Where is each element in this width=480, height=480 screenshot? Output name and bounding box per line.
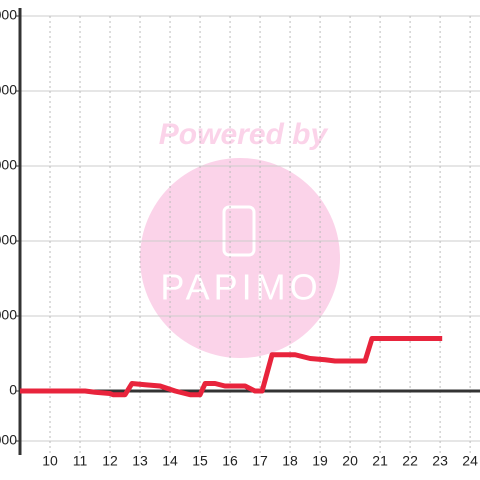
y-tick-label: 60,000 — [0, 232, 17, 248]
y-tick-label: 120,000 — [0, 82, 17, 98]
x-tick-label: 13 — [132, 453, 148, 469]
y-tick-label: -20,000 — [0, 432, 17, 448]
x-tick-label: 18 — [282, 453, 298, 469]
x-tick-label: 17 — [252, 453, 268, 469]
x-tick-label: 22 — [402, 453, 418, 469]
x-tick-label: 20 — [342, 453, 358, 469]
x-tick-label: 23 — [432, 453, 448, 469]
watermark-brand: PAPIMO — [160, 267, 321, 308]
watermark-title: Powered by — [159, 118, 329, 151]
x-tick-label: 10 — [42, 453, 58, 469]
x-tick-label: 19 — [312, 453, 328, 469]
y-tick-label: 90,000 — [0, 157, 17, 173]
y-tick-label: 0 — [9, 382, 17, 398]
x-tick-label: 15 — [192, 453, 208, 469]
series-line — [20, 336, 443, 398]
x-tick-label: 12 — [102, 453, 118, 469]
x-tick-label: 21 — [372, 453, 388, 469]
watermark-phone — [222, 205, 256, 257]
y-tick-label: 30,000 — [0, 307, 17, 323]
y-tick-label: 150,000 — [0, 7, 17, 23]
x-tick-label: 14 — [162, 453, 178, 469]
x-tick-label: 11 — [73, 453, 88, 469]
x-tick-label: 16 — [222, 453, 238, 469]
x-tick-label: 24 — [462, 453, 478, 469]
